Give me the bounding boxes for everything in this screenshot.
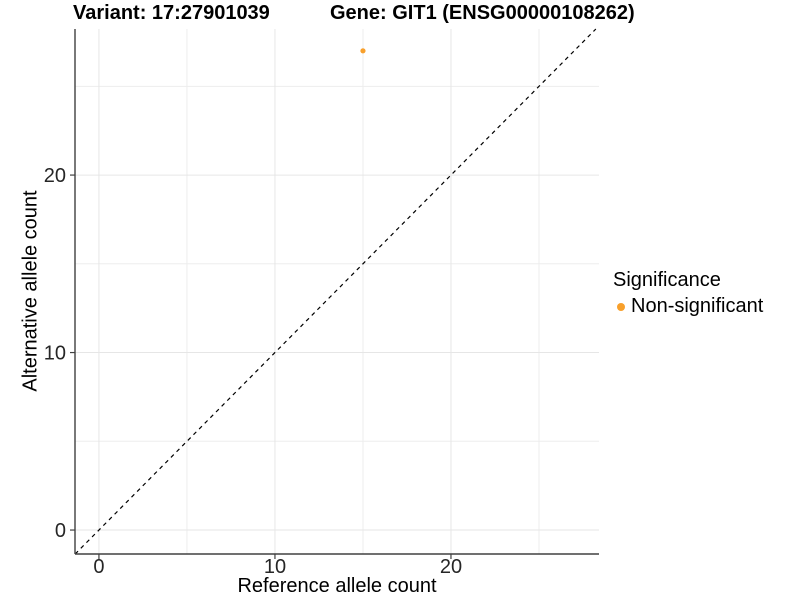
legend-item-non-significant: Non-significant: [613, 295, 763, 318]
plot-title-gene: Gene: GIT1 (ENSG00000108262): [330, 2, 635, 24]
legend: Significance Non-significant: [613, 268, 763, 318]
legend-point-icon: [617, 302, 625, 311]
x-tick-label: 20: [440, 556, 462, 578]
x-tick-label: 0: [93, 556, 104, 578]
y-tick-label: 20: [44, 165, 66, 187]
legend-item-label: Non-significant: [631, 295, 764, 317]
identity-dashed-line: [74, 28, 597, 555]
y-axis-title: Alternative allele count: [19, 190, 42, 392]
data-point: [360, 48, 366, 54]
x-tick-label: 10: [264, 556, 286, 578]
legend-title: Significance: [613, 269, 721, 291]
y-tick-label: 0: [55, 520, 66, 542]
x-axis-title: Reference allele count: [237, 575, 437, 597]
plot-title-variant: Variant: 17:27901039: [73, 2, 270, 24]
y-tick-label: 10: [44, 343, 66, 365]
